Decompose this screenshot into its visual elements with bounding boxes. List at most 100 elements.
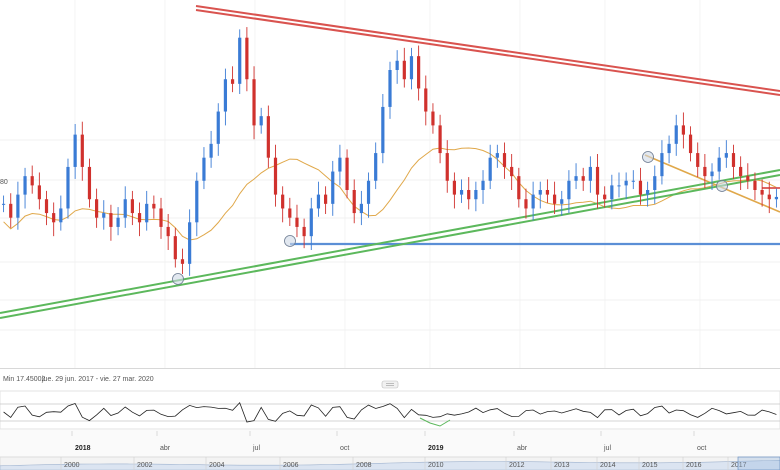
candle-body	[238, 37, 242, 84]
candle-body	[87, 166, 92, 200]
date-range-label: jue. 29 jun. 2017 - vie. 27 mar. 2020	[41, 376, 154, 383]
candle-body	[52, 213, 56, 223]
candle-body	[23, 176, 27, 195]
time-axis-label: 2019	[428, 445, 444, 452]
candle-body	[252, 79, 256, 126]
candle-body	[467, 190, 471, 200]
navigator[interactable]: 2000 2002 2004 2006 2008 2010 2012 2013 2014 2015…	[0, 457, 780, 470]
candle-body	[481, 180, 485, 190]
candle-body	[588, 166, 592, 181]
oscillator-oversold-segment	[419, 417, 451, 427]
candle-body	[195, 180, 199, 223]
candle-body	[402, 60, 406, 80]
pivot-marker[interactable]	[642, 151, 654, 163]
time-axis-label: 2018	[75, 445, 91, 452]
candle-body	[688, 134, 693, 154]
navigator-label: 2013	[554, 462, 570, 469]
candle-body	[459, 190, 464, 195]
pivot-marker[interactable]	[172, 273, 184, 285]
navigator-label: 2016	[686, 462, 702, 469]
candle-body	[109, 213, 113, 227]
candle-body	[37, 185, 41, 200]
navigator-label: 2002	[137, 462, 153, 469]
candle-body	[703, 166, 707, 177]
candle-body	[610, 185, 614, 200]
candle-body	[95, 199, 99, 218]
pivot-markers	[172, 151, 728, 285]
candle-body	[359, 203, 363, 214]
candle-body	[724, 153, 728, 158]
candle-body	[538, 190, 542, 195]
candle-body	[746, 176, 750, 181]
ascending-support-line-2	[0, 174, 780, 319]
candle-body	[631, 180, 635, 182]
candle-body	[102, 213, 106, 218]
candle-body	[574, 176, 578, 181]
candle-body	[59, 208, 63, 223]
time-axis-label: abr	[517, 445, 528, 452]
candle-body	[531, 194, 535, 209]
panel-resize-handle[interactable]	[381, 380, 399, 389]
candle-body	[180, 259, 185, 264]
candle-body	[209, 143, 213, 158]
candle-body	[646, 190, 650, 195]
candle-body	[717, 157, 721, 172]
ascending-support-line	[0, 169, 780, 314]
pivot-marker[interactable]	[284, 235, 296, 247]
candle-body	[338, 157, 342, 172]
candle-body	[560, 199, 564, 204]
navigator-label: 2015	[642, 462, 658, 469]
oscillator-panel	[0, 390, 780, 430]
candle-body	[431, 111, 435, 126]
candle-body	[44, 199, 49, 214]
candle-body	[438, 125, 442, 154]
oscillator-path	[3, 401, 777, 423]
candle-body	[16, 194, 20, 218]
candle-body	[145, 203, 149, 223]
candle-body	[502, 153, 507, 167]
candle-body	[638, 180, 643, 195]
candle-body	[603, 194, 607, 200]
candle-body	[288, 208, 292, 218]
candle-body	[567, 180, 571, 200]
time-axis-label: abr	[160, 445, 171, 452]
navigator-window[interactable]	[737, 456, 780, 470]
candle-body	[309, 208, 313, 237]
candle-body	[152, 203, 156, 209]
pivot-marker[interactable]	[716, 180, 728, 192]
time-axis-label: oct	[697, 445, 706, 452]
navigator-label: 2017	[731, 462, 747, 469]
oscillator-line	[3, 401, 777, 427]
candle-body	[137, 213, 142, 223]
candle-body	[73, 134, 77, 167]
navigator-label: 2006	[283, 462, 299, 469]
candle-body	[281, 194, 285, 209]
candle-body	[116, 217, 120, 227]
candle-body	[739, 166, 743, 177]
candle-body	[731, 153, 736, 167]
candle-body	[159, 208, 163, 227]
candle-body	[767, 194, 771, 200]
candle-body	[223, 79, 228, 112]
candle-body	[409, 56, 414, 80]
candle-body	[331, 171, 335, 204]
candle-body	[230, 79, 235, 84]
candle-body	[295, 217, 299, 227]
candle-body	[173, 236, 177, 260]
navigator-series	[0, 459, 780, 470]
minor-trendline	[644, 154, 780, 213]
navigator-label: 2008	[356, 462, 372, 469]
candle-body	[352, 190, 356, 214]
candle-body	[753, 180, 757, 190]
candle-body	[216, 111, 220, 144]
candle-body	[581, 176, 585, 181]
min-value-label: Min 17.45002	[3, 376, 46, 383]
candle-body	[660, 153, 664, 177]
time-axis-label: jul	[603, 445, 611, 452]
candle-body	[395, 60, 399, 70]
candle-body	[696, 153, 700, 167]
candle-body	[445, 153, 449, 181]
candle-body	[524, 199, 528, 209]
candle-body	[681, 125, 685, 135]
